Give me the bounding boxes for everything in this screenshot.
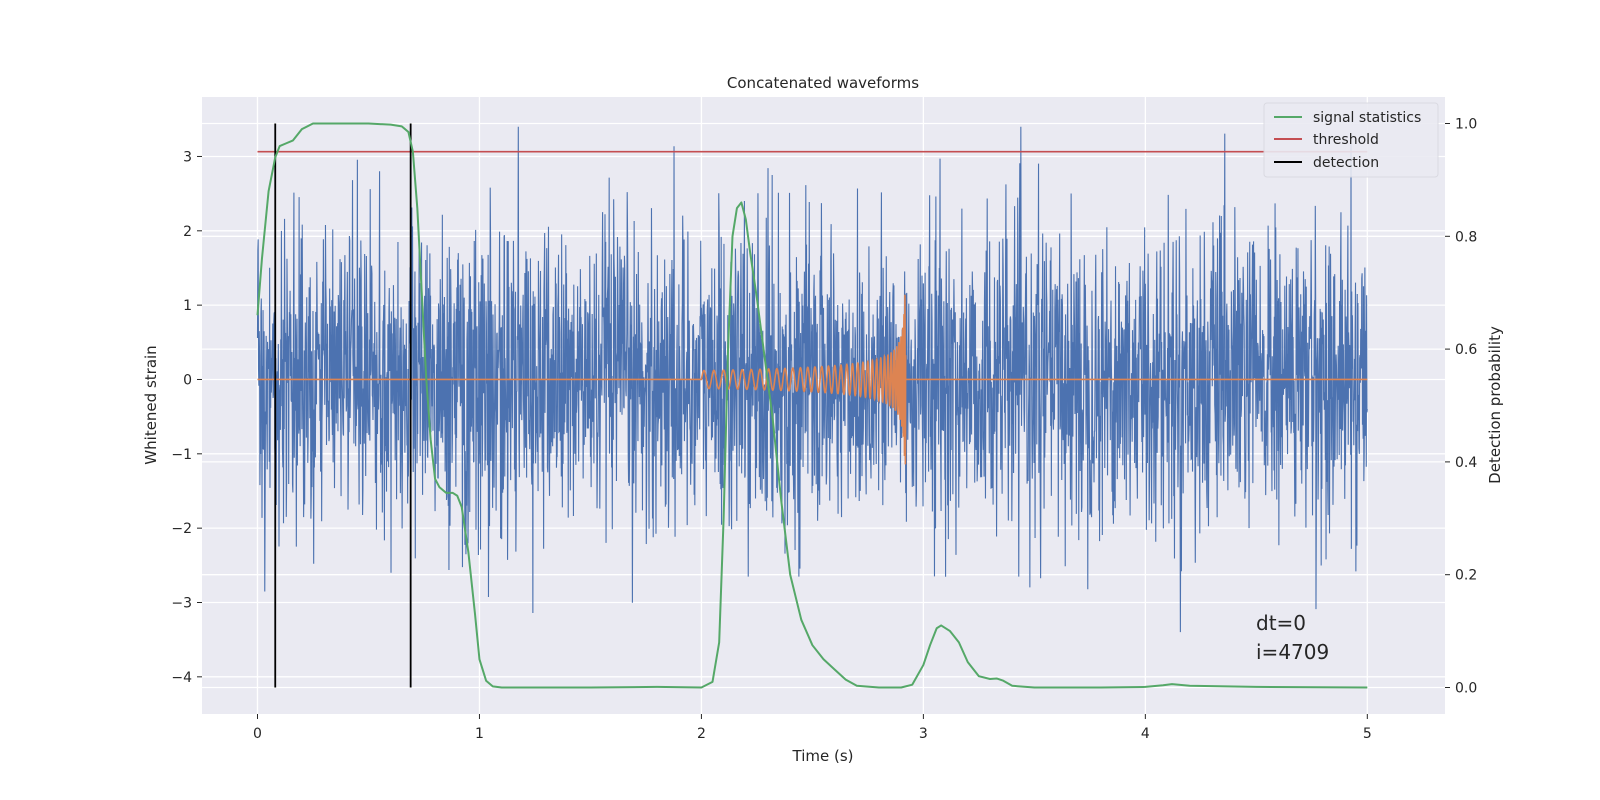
y-right-tick-label-5: 1.0	[1455, 117, 1477, 133]
legend-label-signal-statistics: signal statistics	[1313, 110, 1421, 126]
legend-box	[1263, 102, 1439, 178]
legend-label-threshold: threshold	[1313, 132, 1379, 148]
x-tick-label-1: 1	[475, 726, 484, 742]
chart-title: Concatenated waveforms	[727, 74, 919, 92]
y-right-tick-label-0: 0.0	[1455, 680, 1477, 696]
strain-series-line	[256, 126, 1368, 633]
y-right-tick-label-4: 0.8	[1455, 229, 1477, 245]
y-right-tick-label-1: 0.2	[1455, 568, 1477, 584]
data-layer	[256, 122, 1368, 689]
signal-statistics-line	[256, 122, 1368, 689]
x-tick-label-3: 3	[919, 726, 928, 742]
annotation-index: i=4709	[1256, 640, 1329, 664]
y-right-tick-label-3: 0.6	[1455, 342, 1477, 358]
y-tick-label-3: −1	[171, 447, 192, 463]
y-tick-label-6: 2	[183, 224, 192, 240]
axis-layer: 0 1 2 3 4 5 −4 −3 −2 −1 0 1 2 3 0.0 0.2 0.4 0.6 0.8 1.0	[171, 117, 1477, 742]
annotation-dt: dt=0	[1256, 611, 1306, 635]
y-axis-title: Whitened strain	[142, 345, 160, 464]
y-tick-label-2: −2	[171, 521, 192, 537]
y-tick-label-1: −3	[171, 595, 192, 611]
y-right-axis-title: Detection probability	[1486, 326, 1504, 484]
x-tick-label-0: 0	[253, 726, 262, 742]
x-axis-title: Time (s)	[792, 747, 854, 765]
x-tick-label-2: 2	[697, 726, 706, 742]
legend-label-detection: detection	[1313, 155, 1379, 171]
x-tick-label-4: 4	[1141, 726, 1150, 742]
y-tick-label-7: 3	[183, 149, 192, 165]
y-right-tick-label-2: 0.4	[1455, 455, 1477, 471]
y-tick-label-4: 0	[183, 372, 192, 388]
y-tick-label-5: 1	[183, 298, 192, 314]
y-tick-label-0: −4	[171, 670, 192, 686]
legend: signal statistics threshold detection	[1263, 102, 1439, 178]
x-tick-label-5: 5	[1363, 726, 1372, 742]
injection-series-line	[257, 294, 1368, 465]
